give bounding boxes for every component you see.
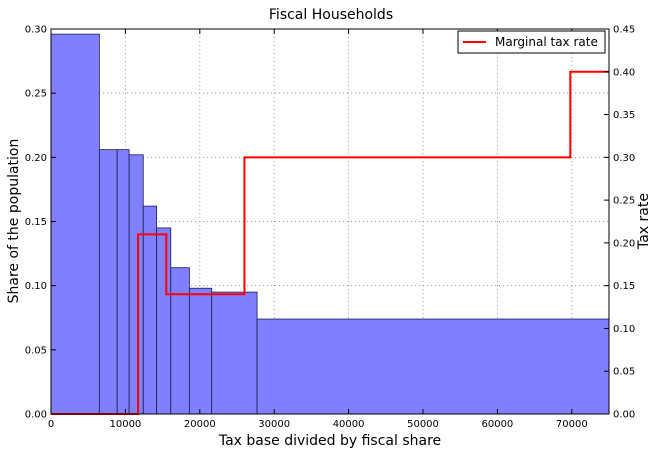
histogram-bar	[142, 205, 158, 415]
marginal-tax-rate-line	[51, 70, 609, 415]
y-left-tick-label: 0.00	[25, 410, 47, 421]
y-left-axis-title: Share of the population	[6, 139, 22, 304]
y-right-tick-label: 0.40	[613, 67, 635, 78]
legend-label-marginal-tax-rate: Marginal tax rate	[495, 35, 598, 49]
x-tick-label: 60000	[481, 419, 513, 430]
histogram-bar	[188, 287, 213, 415]
y-right-tick-label: 0.15	[613, 281, 635, 292]
histogram-bar	[50, 33, 100, 415]
x-axis-title: Tax base divided by fiscal share	[218, 433, 441, 449]
x-tick-label: 0	[48, 419, 54, 430]
tax-rate-series	[51, 70, 609, 415]
histogram-bar	[211, 291, 258, 415]
y-right-tick-label: 0.05	[613, 367, 635, 378]
y-right-tick-label: 0.45	[613, 25, 635, 36]
histogram-bar	[256, 318, 610, 415]
histogram-bar	[116, 149, 130, 415]
y-right-axis-ticks: 0.00 0.05 0.10 0.15 0.20 0.25 0.30 0.35 0.40 0.45	[604, 25, 635, 421]
y-right-tick-label: 0.25	[613, 196, 635, 207]
histogram-bar	[156, 227, 172, 415]
x-tick-label: 40000	[333, 419, 365, 430]
y-right-tick-label: 0.20	[613, 238, 635, 249]
y-left-tick-label: 0.15	[25, 217, 47, 228]
histogram-bar	[98, 149, 118, 415]
y-right-tick-label: 0.35	[613, 110, 635, 121]
legend-box	[457, 30, 606, 54]
y-right-tick-label: 0.30	[613, 153, 635, 164]
x-tick-label: 10000	[109, 419, 141, 430]
y-left-axis-ticks: 0.00 0.05 0.10 0.15 0.20 0.25 0.30	[25, 25, 56, 421]
histogram-bar	[128, 154, 144, 415]
y-left-tick-label: 0.25	[25, 89, 47, 100]
y-left-tick-label: 0.10	[25, 281, 47, 292]
y-right-tick-label: 0.10	[613, 324, 635, 335]
x-tick-label: 30000	[258, 419, 290, 430]
chart-title: Fiscal Households	[269, 7, 393, 23]
y-left-tick-label: 0.20	[25, 153, 47, 164]
y-left-tick-label: 0.30	[25, 25, 47, 36]
histogram-bars	[50, 33, 610, 415]
x-tick-label: 20000	[184, 419, 216, 430]
x-tick-label: 50000	[407, 419, 439, 430]
legend: Marginal tax rate	[457, 30, 606, 54]
histogram-bar	[170, 267, 190, 415]
x-tick-label: 70000	[556, 419, 588, 430]
y-right-tick-label: 0.00	[613, 410, 635, 421]
x-axis-ticks: 0 10000 20000 30000 40000 50000 60000 70000	[48, 29, 588, 430]
y-right-axis-title: Tax rate	[636, 193, 652, 250]
y-left-tick-label: 0.05	[25, 345, 47, 356]
